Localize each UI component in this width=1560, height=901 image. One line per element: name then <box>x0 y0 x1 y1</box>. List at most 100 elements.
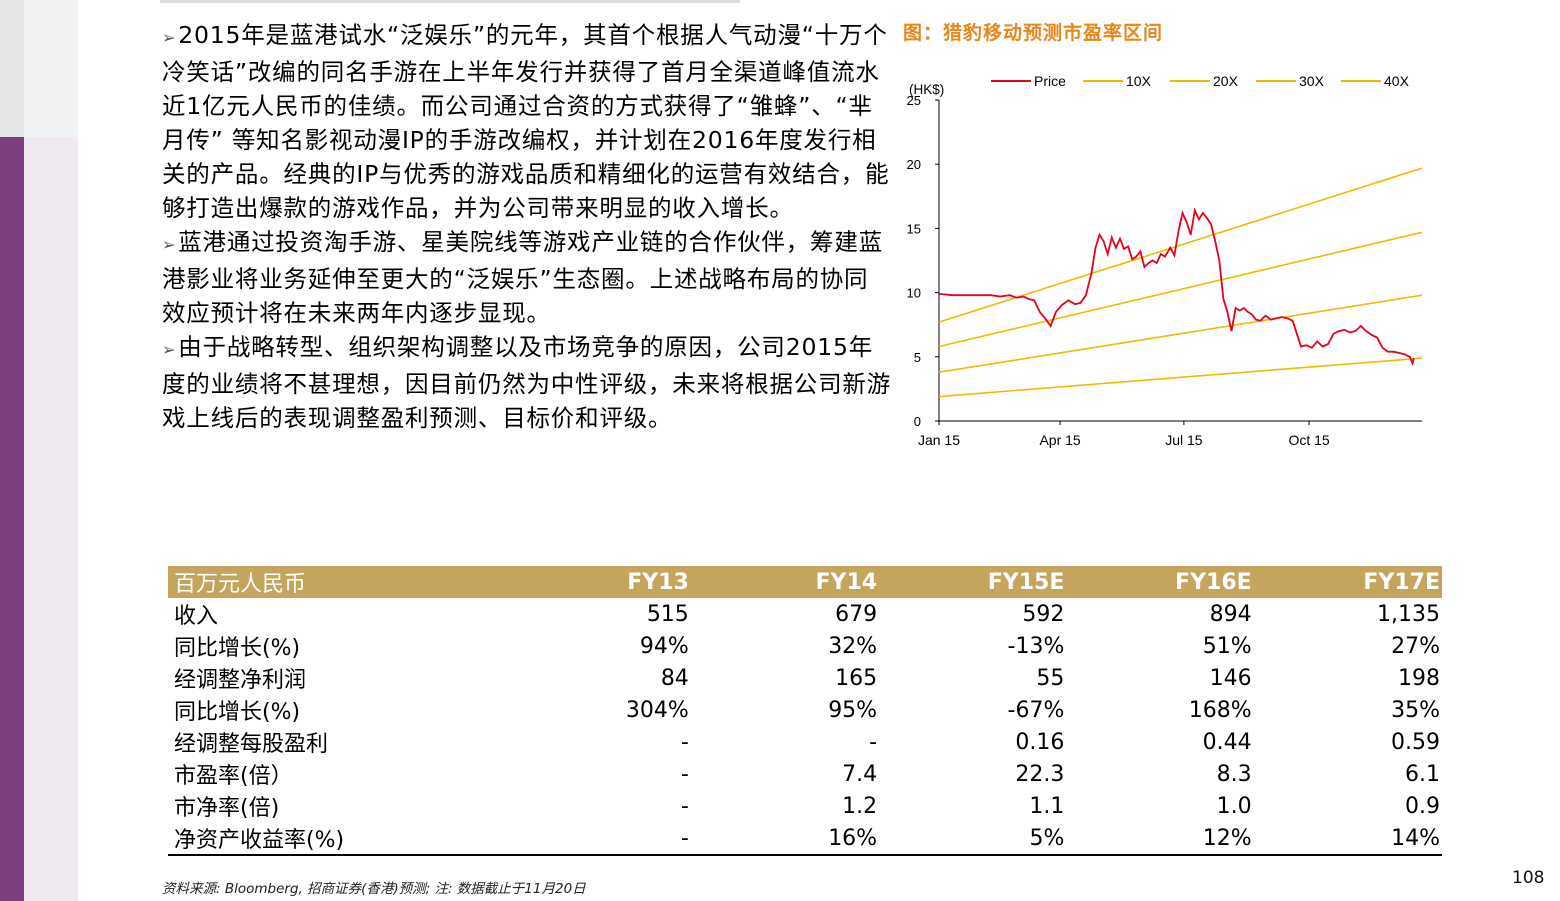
paragraph-3: ➢由于战略转型、组织架构调整以及市场竞争的原因，公司2015年度的业绩将不甚理想… <box>162 330 892 435</box>
paragraph-2: ➢蓝港通过投资淘手游、星美院线等游戏产业链的合作伙伴，筹建蓝港影业将业务延伸至更… <box>162 225 892 330</box>
table-cell: 894 <box>1209 601 1252 627</box>
series-line-20x <box>938 294 1423 373</box>
paragraph-1-text: 2015年是蓝港试水“泛娱乐”的元年，其首个根据人气动漫“十万个冷笑话”改编的同… <box>162 21 890 222</box>
table-cell: 95% <box>828 697 878 723</box>
table-cell: 7.4 <box>842 761 878 787</box>
table-cell: 304% <box>625 697 689 723</box>
table-row: 经调整每股盈利 - - 0.16 0.44 0.59 <box>168 726 1442 758</box>
table-header-cell: FY13 <box>428 566 691 598</box>
row-label: 市盈率(倍） <box>174 764 293 789</box>
row-label: 经调整净利润 <box>174 668 307 693</box>
table-cell: 5% <box>879 822 1067 856</box>
arrow-bullet-icon: ➢ <box>162 340 177 359</box>
series-line-10x <box>938 357 1423 398</box>
row-label: 同比增长(%) <box>174 636 301 661</box>
arrow-bullet-icon: ➢ <box>162 28 177 47</box>
legend-label: 20X <box>1213 73 1239 89</box>
page-number: 108 <box>1512 868 1545 888</box>
table-cell: 679 <box>835 601 878 627</box>
legend-label: Price <box>1034 73 1066 89</box>
table-cell: 1.1 <box>1029 793 1065 819</box>
table-cell: 27% <box>1391 633 1440 659</box>
table-cell: 0.44 <box>1202 729 1252 755</box>
table-cell: 55 <box>1036 665 1065 691</box>
sidebar-lilac-band <box>24 137 78 901</box>
table-row: 同比增长(%) 94% 32% -13% 51% 27% <box>168 630 1442 662</box>
y-tick-label: 5 <box>914 350 921 365</box>
financial-table: 百万元人民币 FY13 FY14 FY15E FY16E FY17E 收入 515… <box>168 566 1442 856</box>
source-note: 资料来源: Bloomberg, 招商证券(香港)预测; 注: 数据截止于11月… <box>162 881 586 897</box>
paragraph-1: ➢2015年是蓝港试水“泛娱乐”的元年，其首个根据人气动漫“十万个冷笑话”改编的… <box>162 18 892 225</box>
body-text: ➢2015年是蓝港试水“泛娱乐”的元年，其首个根据人气动漫“十万个冷笑话”改编的… <box>162 18 892 435</box>
table-row: 收入 515 679 592 894 1,135 <box>168 598 1442 630</box>
table-row: 经调整净利润 84 165 55 146 198 <box>168 662 1442 694</box>
table-cell: 8.3 <box>1216 761 1252 787</box>
table-row: 同比增长(%) 304% 95% -67% 168% 35% <box>168 694 1442 726</box>
row-label: 同比增长(%) <box>174 700 301 725</box>
table-cell: 146 <box>1209 665 1252 691</box>
pe-band-chart: 0 5 10 15 20 25 Jan 15 Apr 15 Jul 15 Oct 15 (HK$) P… <box>907 73 1423 448</box>
table-header-cell: FY15E <box>879 566 1067 598</box>
table-cell: 0.16 <box>1015 729 1065 755</box>
x-tick-label: Jan 15 <box>918 432 960 448</box>
table-cell: 1.0 <box>1216 793 1252 819</box>
table-row: 市盈率(倍） - 7.4 22.3 8.3 6.1 <box>168 758 1442 790</box>
y-tick-label: 15 <box>907 221 921 236</box>
y-tick-label: 20 <box>907 157 921 172</box>
table-cell: - <box>680 729 689 755</box>
x-tick-label: Apr 15 <box>1039 432 1080 448</box>
table-cell: 35% <box>1391 697 1440 723</box>
table-cell: - <box>428 822 691 856</box>
legend-label: 30X <box>1299 73 1325 89</box>
table-cell: 198 <box>1398 665 1440 691</box>
x-tick-label: Jul 15 <box>1165 432 1203 448</box>
table-cell: 1,135 <box>1377 601 1440 627</box>
table-cell: 32% <box>828 633 878 659</box>
table-cell: 0.9 <box>1405 793 1440 819</box>
legend-label: 10X <box>1126 73 1152 89</box>
sidebar-grey-block <box>0 0 24 137</box>
table-cell: -67% <box>1007 697 1065 723</box>
table-row: 市净率(倍) - 1.2 1.1 1.0 0.9 <box>168 790 1442 822</box>
table-cell: 14% <box>1253 822 1442 856</box>
table-cell: 6.1 <box>1405 761 1440 787</box>
paragraph-2-text: 蓝港通过投资淘手游、星美院线等游戏产业链的合作伙伴，筹建蓝港影业将业务延伸至更大… <box>162 228 883 327</box>
table-cell: 51% <box>1202 633 1252 659</box>
row-label: 市净率(倍) <box>174 796 280 821</box>
table-cell: 16% <box>690 822 880 856</box>
table-header-cell: FY16E <box>1066 566 1254 598</box>
table-cell: - <box>869 729 878 755</box>
sidebar-purple-band <box>0 137 24 901</box>
series-line-price <box>938 207 1415 367</box>
top-rule <box>160 0 740 3</box>
figure-title: 图：猎豹移动预测市盈率区间 <box>903 22 1164 44</box>
table-cell: 0.59 <box>1391 729 1440 755</box>
table-cell: - <box>680 761 689 787</box>
table-cell: 84 <box>660 665 689 691</box>
row-label: 净资产收益率(%) <box>168 822 429 856</box>
table-header-cell: FY14 <box>690 566 880 598</box>
series-line-40x <box>938 167 1423 323</box>
row-label: 经调整每股盈利 <box>174 732 329 757</box>
table-header-cell: FY17E <box>1253 566 1442 598</box>
paragraph-3-text: 由于战略转型、组织架构调整以及市场竞争的原因，公司2015年度的业绩将不甚理想，… <box>162 333 891 432</box>
table-cell: 165 <box>835 665 878 691</box>
sidebar-light-block <box>24 0 78 137</box>
table-cell: - <box>680 793 689 819</box>
table-cell: -13% <box>1007 633 1065 659</box>
row-label: 收入 <box>174 604 219 629</box>
table-cell: 22.3 <box>1015 761 1065 787</box>
table-cell: 515 <box>646 601 689 627</box>
legend-label: 40X <box>1384 73 1410 89</box>
series-line-30x <box>938 231 1423 348</box>
table-cell: 592 <box>1022 601 1065 627</box>
table-header-cell: 百万元人民币 <box>168 566 429 598</box>
y-tick-label: 0 <box>914 414 921 429</box>
table-cell: 94% <box>639 633 689 659</box>
y-axis-label: (HK$) <box>909 82 944 97</box>
table-header-row: 百万元人民币 FY13 FY14 FY15E FY16E FY17E <box>168 566 1442 598</box>
arrow-bullet-icon: ➢ <box>162 235 177 254</box>
y-tick-label: 25 <box>907 93 921 108</box>
table-cell: 1.2 <box>842 793 878 819</box>
x-tick-label: Oct 15 <box>1288 432 1329 448</box>
